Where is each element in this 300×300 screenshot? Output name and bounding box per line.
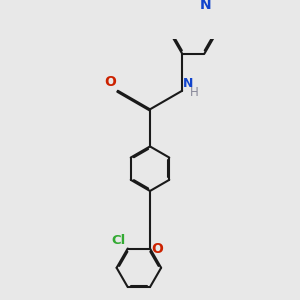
Text: N: N (183, 77, 194, 90)
Text: H: H (190, 86, 199, 99)
Text: Cl: Cl (112, 234, 126, 247)
Text: O: O (104, 75, 116, 89)
Text: N: N (200, 0, 211, 13)
Text: O: O (151, 242, 163, 256)
